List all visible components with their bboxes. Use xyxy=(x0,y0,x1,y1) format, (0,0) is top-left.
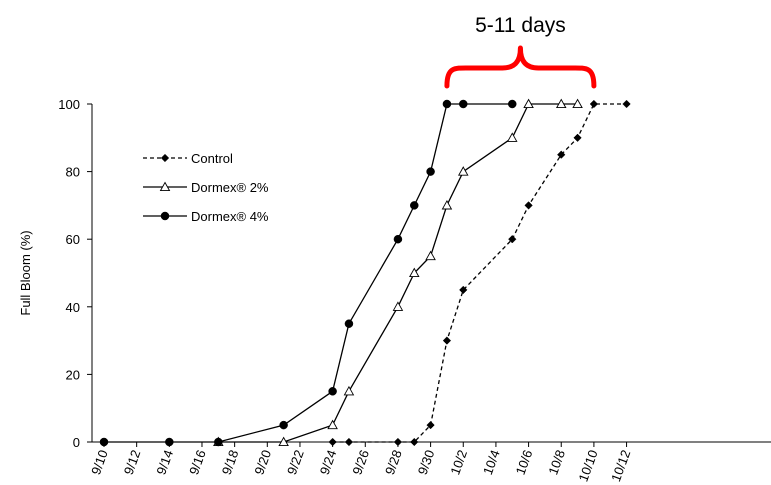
x-tick-label: 10/12 xyxy=(608,448,633,484)
data-point xyxy=(523,98,534,109)
series-0 xyxy=(328,99,631,447)
data-point xyxy=(165,437,174,447)
data-point xyxy=(524,201,533,210)
series-1 xyxy=(213,98,583,447)
legend-label: Dormex® 2% xyxy=(191,180,269,195)
x-tick-label: 9/10 xyxy=(88,448,111,477)
data-point xyxy=(327,419,338,430)
data-point xyxy=(459,99,468,109)
y-tick-label: 80 xyxy=(66,165,80,180)
x-tick-label: 10/6 xyxy=(513,448,536,477)
data-point xyxy=(410,201,419,210)
series-line xyxy=(332,103,627,443)
data-point xyxy=(589,99,599,109)
data-point xyxy=(508,99,517,109)
data-point xyxy=(426,420,435,430)
legend-marker xyxy=(160,153,170,163)
legend-marker xyxy=(160,211,170,221)
data-point xyxy=(278,436,289,447)
x-tick-label: 9/14 xyxy=(153,448,176,477)
x-tick-label: 9/30 xyxy=(415,448,438,477)
y-tick-label: 0 xyxy=(73,435,80,450)
legend-label: Control xyxy=(191,151,233,166)
x-tick-label: 10/8 xyxy=(545,448,568,477)
data-point xyxy=(392,301,404,311)
x-tick-label: 9/26 xyxy=(349,448,372,477)
data-point xyxy=(442,336,452,345)
legend: Control Dormex® 2% Dormex® 4% xyxy=(143,151,269,224)
data-point xyxy=(99,437,109,447)
data-point xyxy=(555,98,567,109)
series-layer xyxy=(99,98,631,447)
y-tick-label: 100 xyxy=(58,97,80,112)
data-point xyxy=(572,98,583,109)
data-point xyxy=(622,99,631,109)
data-point xyxy=(393,437,403,447)
x-tick-label: 10/10 xyxy=(575,448,600,484)
x-tick-label: 9/16 xyxy=(186,448,209,477)
annotation-layer: 5-11 days xyxy=(444,14,597,89)
data-point xyxy=(343,385,355,396)
x-tick-label: 9/28 xyxy=(382,448,405,477)
data-point xyxy=(506,132,518,142)
data-point xyxy=(409,267,420,278)
x-axis-ticks: 9/10 9/12 9/14 9/16 9/18 9/20 9/22 9/24 9/26 9/28… xyxy=(88,442,633,484)
data-point xyxy=(457,166,469,176)
data-point xyxy=(393,234,403,244)
data-point xyxy=(573,133,582,142)
data-point xyxy=(459,285,468,295)
legend-entry: Dormex® 2% xyxy=(143,180,269,195)
data-point xyxy=(410,437,419,447)
data-point xyxy=(328,437,337,447)
data-point xyxy=(344,319,354,328)
series-line xyxy=(218,103,578,443)
legend-entry: Control xyxy=(143,151,233,166)
y-tick-label: 60 xyxy=(66,232,80,247)
x-tick-label: 9/20 xyxy=(251,448,274,477)
x-tick-label: 10/2 xyxy=(447,448,470,477)
data-point xyxy=(344,437,354,447)
x-tick-label: 9/22 xyxy=(284,448,307,477)
data-point xyxy=(279,420,288,430)
data-point xyxy=(557,150,566,159)
legend-label: Dormex® 4% xyxy=(191,209,269,224)
red-curly-brace xyxy=(444,45,597,89)
y-tick-label: 20 xyxy=(66,367,80,382)
y-axis-ticks: 0 20 40 60 80 100 xyxy=(58,97,92,450)
data-point xyxy=(214,437,223,447)
data-point xyxy=(441,199,453,210)
legend-marker xyxy=(159,181,171,192)
y-axis-title: Full Bloom (%) xyxy=(18,230,33,315)
axes: 0 20 40 60 80 100 9/10 9/12 9/14 9/16 9/18 9/20 9/2… xyxy=(18,97,771,484)
x-tick-label: 9/18 xyxy=(219,448,242,477)
x-tick-label: 9/12 xyxy=(121,448,144,477)
series-2 xyxy=(99,99,517,447)
data-point xyxy=(425,250,436,261)
data-point xyxy=(328,387,337,396)
data-point xyxy=(508,235,517,244)
data-point xyxy=(442,99,452,109)
x-tick-label: 9/24 xyxy=(317,448,340,477)
legend-entry: Dormex® 4% xyxy=(143,209,269,224)
y-tick-label: 40 xyxy=(66,300,80,315)
x-tick-label: 10/4 xyxy=(480,448,503,477)
annotation-label: 5-11 days xyxy=(475,14,566,37)
data-point xyxy=(426,167,435,176)
